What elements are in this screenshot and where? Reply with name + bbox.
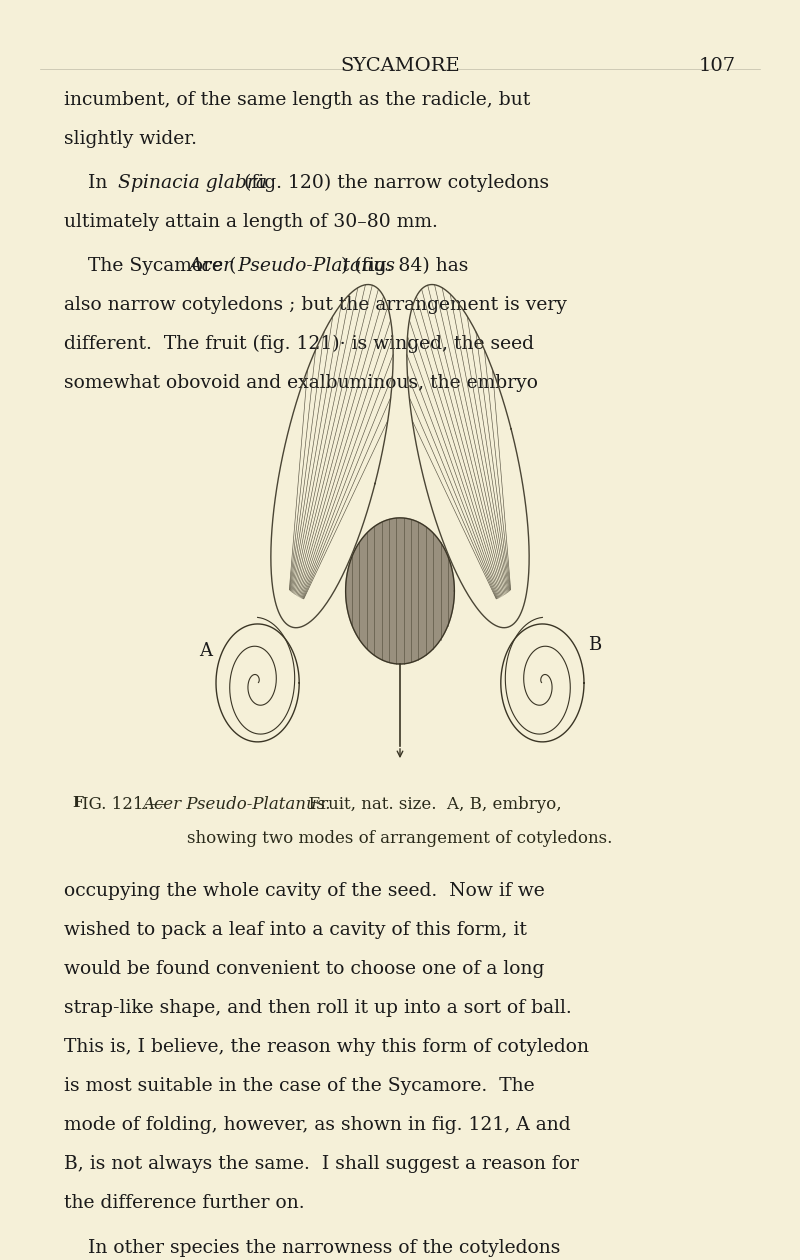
Text: This is, I believe, the reason why this form of cotyledon: This is, I believe, the reason why this … — [64, 1038, 589, 1056]
Text: occupying the whole cavity of the seed.  Now if we: occupying the whole cavity of the seed. … — [64, 882, 545, 900]
Text: is most suitable in the case of the Sycamore.  The: is most suitable in the case of the Syca… — [64, 1077, 534, 1095]
Text: Acer Pseudo-Platanus: Acer Pseudo-Platanus — [188, 257, 395, 275]
Polygon shape — [407, 285, 529, 627]
Circle shape — [498, 612, 587, 753]
Text: mode of folding, however, as shown in fig. 121, A and: mode of folding, however, as shown in fi… — [64, 1116, 570, 1134]
Text: strap-like shape, and then roll it up into a sort of ball.: strap-like shape, and then roll it up in… — [64, 999, 572, 1017]
Text: Acer Pseudo-Platanus.: Acer Pseudo-Platanus. — [142, 796, 331, 813]
Text: ultimately attain a length of 30–80 mm.: ultimately attain a length of 30–80 mm. — [64, 213, 438, 231]
Polygon shape — [271, 285, 393, 627]
Text: ) (fig. 84) has: ) (fig. 84) has — [341, 257, 468, 275]
Text: incumbent, of the same length as the radicle, but: incumbent, of the same length as the rad… — [64, 91, 530, 108]
Text: wished to pack a leaf into a cavity of this form, it: wished to pack a leaf into a cavity of t… — [64, 921, 527, 939]
Text: IG. 121.—: IG. 121.— — [82, 796, 166, 813]
Text: In: In — [64, 174, 114, 192]
Text: In other species the narrowness of the cotyledons: In other species the narrowness of the c… — [64, 1239, 560, 1256]
Text: B, is not always the same.  I shall suggest a reason for: B, is not always the same. I shall sugge… — [64, 1155, 579, 1173]
Circle shape — [213, 612, 302, 753]
Text: showing two modes of arrangement of cotyledons.: showing two modes of arrangement of coty… — [187, 830, 613, 847]
Text: somewhat obovoid and exalbuminous, the embryo: somewhat obovoid and exalbuminous, the e… — [64, 374, 538, 392]
Text: also narrow cotyledons ; but the arrangement is very: also narrow cotyledons ; but the arrange… — [64, 296, 567, 314]
Text: The Sycamore (: The Sycamore ( — [64, 257, 236, 275]
Text: Spinacia glabra: Spinacia glabra — [118, 174, 267, 192]
Text: different.  The fruit (fig. 121)· is winged, the seed: different. The fruit (fig. 121)· is wing… — [64, 335, 534, 353]
Polygon shape — [346, 518, 454, 664]
Text: 107: 107 — [699, 57, 736, 74]
Text: A: A — [199, 643, 212, 660]
Text: the difference further on.: the difference further on. — [64, 1194, 305, 1212]
Text: SYCAMORE: SYCAMORE — [340, 57, 460, 74]
Text: Fruit, nat. size.  A, B, embryo,: Fruit, nat. size. A, B, embryo, — [298, 796, 562, 813]
Text: B: B — [588, 636, 601, 654]
Text: would be found convenient to choose one of a long: would be found convenient to choose one … — [64, 960, 544, 978]
Text: F: F — [72, 796, 83, 810]
Text: (fig. 120) the narrow cotyledons: (fig. 120) the narrow cotyledons — [238, 174, 550, 192]
Text: slightly wider.: slightly wider. — [64, 130, 197, 147]
